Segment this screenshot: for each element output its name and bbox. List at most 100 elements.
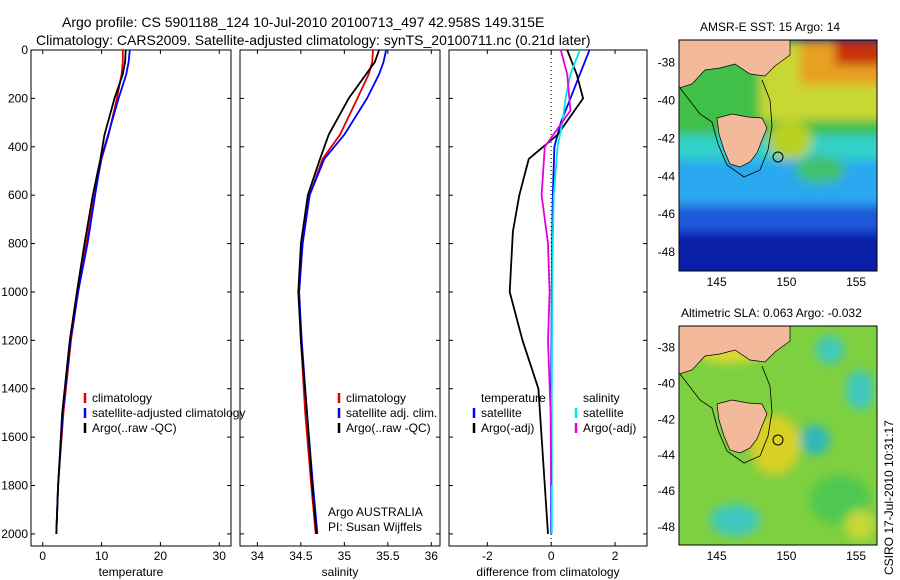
sst-eddy-warm [768,120,812,160]
sst_map-ytick-label: -46 [658,207,676,221]
sst-map: AMSR-E SST: 15 Argo: 14 [678,20,878,272]
salinity-series-argo-raw-qc- [297,50,380,534]
sla_map-ytick-label: -40 [658,376,676,390]
sla-float-marker [772,434,784,446]
sst_map-xtick-label: 145 [707,275,727,289]
sla_map-ytick-label: -48 [658,520,676,534]
difference-salinity-legend-label: satellite [583,406,624,420]
depth-tick-label: 400 [8,140,28,154]
salinity-annotation-line2: PI: Susan Wijffels [328,520,422,534]
temperature-series-group [55,50,131,534]
sst_map-ytick-label: -42 [658,131,676,145]
sla-blob-yellow3 [845,510,875,540]
difference-xlabel: difference from climatology [476,565,619,579]
sla_map-ytick-label: -44 [658,448,676,462]
sla-blob-yellow2 [750,415,800,475]
difference-xtick-label: -2 [482,549,493,563]
temperature-series-argo-raw-qc- [55,50,127,534]
difference-xtick-label: 2 [612,549,619,563]
depth-tick-label: 1600 [1,430,28,444]
depth-tick-label: 1200 [1,333,28,347]
sst-tasmania [716,113,768,168]
figure-title-line1: Argo profile: CS 5901188_124 10-Jul-2010… [62,14,544,30]
sst-band-lightblue [679,150,877,212]
salinity-legend-label: climatology [346,391,406,405]
sst-float-marker [772,151,784,163]
temperature-xtick-label: 10 [95,549,109,563]
difference-legend-temperature-heading: temperature [481,391,546,405]
difference-series-temperature-satellite [550,50,591,534]
temperature-series-climatology [55,50,124,534]
temperature-xtick-label: 30 [213,549,227,563]
temperature-panel-frame [30,49,232,547]
difference-legend-salinity-heading: salinity [583,391,620,405]
difference-series-salinity-argo-adj- [540,50,572,486]
sst-band-blue [679,205,877,233]
temperature-xtick-label: 20 [154,549,168,563]
sst-mainland [679,40,791,89]
depth-tick-label: 800 [8,237,28,251]
difference-panel-frame [448,49,648,547]
sla-map-title: Altimetric SLA: 0.063 Argo: -0.032 [681,306,862,320]
sla_map-xtick-label: 150 [776,549,796,563]
sst-shelf-contour [679,79,773,178]
difference-xtick-label: 0 [548,549,555,563]
sla-shelf-contour [679,365,773,464]
sst_map-ytick-label: -44 [658,169,676,183]
salinity-xtick-label: 34 [251,549,265,563]
sst_map-xtick-label: 150 [776,275,796,289]
salinity-annotation-line1: Argo AUSTRALIA [328,505,423,519]
salinity-xtick-label: 35 [338,549,352,563]
side-label: CSIRO 17-Jul-2010 10:31:17 [882,420,896,575]
sst_map-ytick-label: -40 [658,94,676,108]
sla_map-ytick-label: -46 [658,484,676,498]
generated-plot-elements: 0 10 20 30temperature0200400600800100012001… [1,40,877,579]
difference-temperature-legend-label: Argo(-adj) [481,421,534,435]
salinity-xlabel: salinity [322,565,359,579]
depth-tick-label: 1400 [1,382,28,396]
salinity-series-group [297,50,387,534]
depth-tick-label: 0 [21,43,28,57]
temperature-legend-label: climatology [92,391,152,405]
sla_map-ytick-label: -38 [658,341,676,355]
profile-panels [30,49,648,547]
salinity-legend-label: satellite adj. clim. [346,406,437,420]
sst-band-red [835,40,877,65]
figure-title-line2: Climatology: CARS2009. Satellite-adjuste… [36,32,591,48]
sla-blob-cyan4 [710,504,760,536]
depth-tick-label: 1000 [1,285,28,299]
sla_map-xtick-label: 145 [707,549,727,563]
sla-map-frame [678,325,878,546]
salinity-xtick-label: 36 [425,549,439,563]
temperature-xtick-label: 0 [39,549,46,563]
sla-map: Altimetric SLA: 0.063 Argo: -0.032 [678,306,878,546]
salinity-series-satellite-adj-clim- [298,50,387,534]
salinity-xtick-label: 35.5 [376,549,400,563]
difference-temperature-legend-label: satellite [481,406,522,420]
sst-map-title: AMSR-E SST: 15 Argo: 14 [700,20,840,34]
difference-series-group [508,50,591,534]
temperature-xlabel: temperature [99,565,164,579]
sla-mainland [679,326,791,375]
depth-tick-label: 2000 [1,527,28,541]
sst-eddy-green [795,156,845,184]
salinity-legend-label: Argo(..raw -QC) [346,421,431,435]
sla-blob-cyan2 [846,370,874,410]
sla-tasmania [716,399,768,454]
depth-tick-label: 1800 [1,479,28,493]
sst_map-ytick-label: -38 [658,56,676,70]
sla-blob-cyan1 [816,336,844,364]
difference-series-temperature-argo-adj- [508,50,584,534]
sst_map-ytick-label: -48 [658,245,676,259]
salinity-xtick-label: 34.5 [289,549,313,563]
difference-salinity-legend-label: Argo(-adj) [583,421,636,435]
temperature-legend-label: Argo(..raw -QC) [92,421,177,435]
salinity-panel-frame [239,49,441,547]
temperature-series-satellite-adjusted-climatology [55,50,131,534]
sst_map-xtick-label: 155 [846,275,866,289]
temperature-legend-label: satellite-adjusted climatology [92,406,245,420]
depth-tick-label: 200 [8,91,28,105]
sla_map-xtick-label: 155 [846,549,866,563]
depth-tick-label: 600 [8,188,28,202]
